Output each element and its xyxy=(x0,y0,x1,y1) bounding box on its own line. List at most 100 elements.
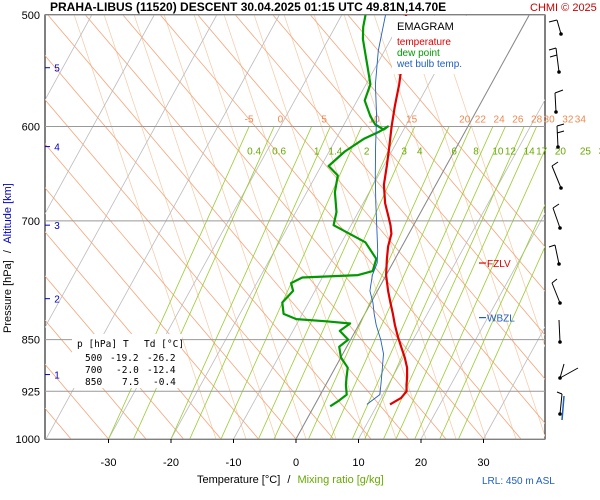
moist-adiabat-line xyxy=(283,15,427,439)
mixing-ratio-line xyxy=(439,204,545,439)
pressure-tick-label: 1000 xyxy=(16,434,40,446)
pressure-tick-label: 850 xyxy=(22,335,40,347)
dry-adiabat-label: 5 xyxy=(321,115,327,126)
legend-item-dew-point: dew point xyxy=(397,48,440,59)
mixing-ratio-label: 1.4 xyxy=(328,146,342,157)
moist-adiabat-line xyxy=(343,15,487,439)
table-cell: -12.4 xyxy=(147,365,176,376)
dry-adiabat-line xyxy=(85,15,447,439)
y-axis-label: Pressure [hPa] / Altitude [km] xyxy=(2,183,14,333)
legend: EMAGRAM temperature dew point wet bulb t… xyxy=(392,16,482,74)
mixing-ratio-label: 8 xyxy=(473,146,479,157)
table-cell: -26.2 xyxy=(147,353,176,364)
wind-barb-icon xyxy=(558,363,579,380)
mixing-ratio-line xyxy=(458,245,545,439)
wind-barb-icon xyxy=(556,391,563,416)
temperature-tick-label: -20 xyxy=(163,457,179,469)
altitude-tick-label: 4 xyxy=(54,143,60,154)
isotherm-line xyxy=(233,15,468,439)
dry-adiabat-line xyxy=(45,55,372,439)
mixing-ratio-line xyxy=(414,148,545,439)
mixing-ratio-label: 14 xyxy=(524,146,536,157)
chart-title: PRAHA-LIBUS (11520) DESCENT 30.04.2025 0… xyxy=(50,0,446,14)
altitude-tick-label: 5 xyxy=(54,64,60,75)
mixing-ratio-line xyxy=(189,126,331,439)
legend-box xyxy=(392,16,482,74)
wind-barb-icon xyxy=(558,319,562,344)
wind-barb-icon xyxy=(552,203,562,230)
isotherm-line xyxy=(358,99,545,439)
lrl-text: LRL: 450 m ASL xyxy=(482,476,555,487)
dry-adiabat-label: 20 xyxy=(459,115,471,126)
wind-barb-icon xyxy=(551,161,563,190)
mixing-ratio-line xyxy=(364,126,506,439)
pressure-tick-label: 500 xyxy=(22,10,40,22)
profile-series xyxy=(281,15,409,408)
dry-adiabat-label: 22 xyxy=(475,115,487,126)
wind-barbs xyxy=(548,19,579,421)
mixing-ratio-label: 0.6 xyxy=(272,146,286,157)
dry-adiabat-line xyxy=(235,15,545,380)
altitude-tick-label: 1 xyxy=(54,371,60,382)
temperature-tick-label: 0 xyxy=(293,457,299,469)
dewpoint-line xyxy=(281,15,389,408)
mixing-ratio-label: 1 xyxy=(314,146,320,157)
y-axis-label-separator: / xyxy=(2,249,14,253)
pressure-tick-label: 700 xyxy=(22,216,40,228)
temperature-line xyxy=(382,15,409,406)
level-table-box xyxy=(72,334,182,388)
mixing-ratio-label: 17 xyxy=(536,146,548,157)
mixing-ratio-label: 20 xyxy=(555,146,567,157)
mixing-ratio-line xyxy=(170,126,312,439)
wind-barb-icon xyxy=(548,47,561,74)
mixing-ratio-label: 10 xyxy=(492,146,504,157)
table-cell: 500 xyxy=(85,353,102,364)
dry-adiabat-line xyxy=(45,143,297,439)
y-axis-label-pressure: Pressure [hPa] xyxy=(2,260,14,333)
isotherm-line xyxy=(420,212,545,439)
dry-adiabat-label: 30 xyxy=(544,115,556,126)
mixing-ratio-line xyxy=(330,126,472,439)
dry-adiabat-line xyxy=(122,15,484,439)
moist-adiabat-line xyxy=(313,15,457,439)
wind-barb-icon xyxy=(556,123,565,149)
mixing-ratio-label: 6 xyxy=(451,146,457,157)
pressure-tick-label: 925 xyxy=(22,386,40,398)
mixing-ratio-label: 4 xyxy=(417,146,423,157)
isotherm-line xyxy=(45,15,155,215)
legend-item-wet-bulb: wet bulb temp. xyxy=(396,59,462,70)
dry-adiabat-label: 32 xyxy=(562,115,574,126)
pressure-tick-label: 600 xyxy=(22,122,40,134)
table-cell: 850 xyxy=(85,377,102,388)
table-header-td: Td [°C] xyxy=(144,339,184,350)
dry-adiabat-line xyxy=(45,363,109,439)
dry-adiabat-label: 15 xyxy=(406,115,418,126)
mixing-ratio-label: 12 xyxy=(505,146,517,157)
fzlv-label: FZLV xyxy=(487,259,511,270)
isotherm-line xyxy=(170,15,405,439)
moist-adiabat-line xyxy=(253,15,397,439)
mixing-ratio-label: 30 xyxy=(599,146,600,157)
credit-text: CHMI © 2025 xyxy=(530,2,597,14)
wbzl-label: WBZL xyxy=(487,314,515,325)
legend-heading: EMAGRAM xyxy=(397,21,454,33)
moist-adiabat-line xyxy=(223,15,367,439)
isotherm-line xyxy=(483,326,545,439)
table-cell: -2.0 xyxy=(116,365,139,376)
legend-item-temperature: temperature xyxy=(397,37,451,48)
temperature-tick-label: 10 xyxy=(352,457,364,469)
wind-barb-icon xyxy=(548,244,561,266)
altitude-tick-label: 3 xyxy=(54,221,60,232)
wetbulb-line xyxy=(366,15,386,405)
table-cell: -19.2 xyxy=(110,353,139,364)
moist-adiabat-line xyxy=(73,15,217,439)
dry-adiabat-label: 34 xyxy=(575,115,587,126)
table-header-t: T xyxy=(123,339,129,350)
dry-adiabat-line xyxy=(197,15,545,424)
x-axis-label-mixing: Mixing ratio [g/kg] xyxy=(297,474,383,486)
isotherm-line xyxy=(45,15,218,329)
moist-adiabat-line xyxy=(433,15,545,348)
isotherm-line xyxy=(546,15,600,439)
moist-adiabat-line xyxy=(163,15,307,439)
